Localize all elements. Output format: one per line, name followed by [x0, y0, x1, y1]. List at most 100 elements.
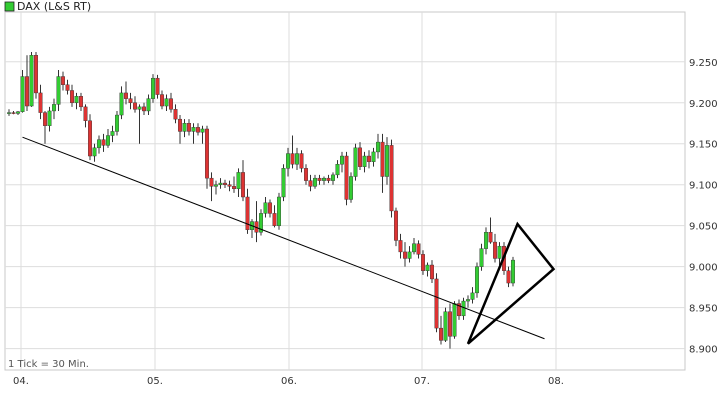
- candle-body: [290, 153, 295, 165]
- candle-body: [231, 186, 236, 190]
- candle: [38, 84, 43, 120]
- candle-body: [475, 266, 480, 294]
- candle-body: [281, 168, 286, 198]
- candle-body: [344, 155, 349, 200]
- candle-body: [394, 210, 399, 241]
- candle-body: [268, 202, 273, 214]
- candle: [443, 307, 448, 343]
- y-tick-label: 9.150: [689, 140, 718, 151]
- y-tick-label: 8.900: [689, 345, 718, 356]
- candle: [439, 315, 444, 345]
- candle-body: [123, 92, 128, 99]
- legend-label: DAX (L&S RT): [17, 0, 91, 13]
- candle: [16, 110, 21, 116]
- candle: [52, 98, 57, 120]
- candle-body: [227, 184, 232, 187]
- candle: [186, 119, 191, 136]
- candle-body: [466, 299, 471, 302]
- candle: [317, 174, 322, 185]
- candle: [29, 51, 34, 107]
- candle: [222, 179, 227, 188]
- candle: [101, 133, 106, 152]
- candle-body: [146, 98, 151, 112]
- candle-body: [443, 311, 448, 341]
- candle: [304, 164, 309, 185]
- candle: [434, 273, 439, 333]
- candle-body: [218, 182, 223, 185]
- candle-body: [506, 270, 511, 284]
- candle: [218, 178, 223, 189]
- candle: [389, 139, 394, 218]
- x-tick-label: 05.: [147, 376, 163, 387]
- candle-body: [497, 245, 502, 259]
- candle-body: [119, 92, 124, 116]
- candle: [340, 151, 345, 173]
- candle-body: [34, 55, 39, 94]
- candle: [430, 260, 435, 284]
- candle-body: [299, 153, 304, 169]
- x-tick-label: 06.: [281, 376, 297, 387]
- y-tick-label: 9.050: [689, 222, 718, 233]
- candle-body: [61, 76, 66, 85]
- candle-body: [326, 177, 331, 181]
- candle: [240, 160, 245, 202]
- candle: [119, 86, 124, 120]
- candle-body: [155, 77, 160, 95]
- candle: [236, 168, 241, 197]
- candle-body: [38, 92, 43, 113]
- legend: DAX (L&S RT): [4, 0, 91, 13]
- candle-body: [92, 147, 97, 157]
- candle: [159, 90, 164, 110]
- candle-body: [114, 114, 119, 132]
- candle: [245, 188, 250, 234]
- candle: [110, 125, 115, 143]
- candle: [105, 128, 110, 148]
- candle: [511, 256, 516, 287]
- candle-body: [362, 155, 367, 167]
- candle: [277, 192, 282, 230]
- candle: [114, 110, 119, 136]
- candle-body: [277, 196, 282, 226]
- candle: [322, 176, 327, 185]
- candle-body: [182, 123, 187, 132]
- candle: [367, 150, 372, 169]
- candle-body: [20, 76, 25, 112]
- candle-body: [470, 292, 475, 300]
- candle: [213, 180, 218, 195]
- candle: [272, 205, 277, 228]
- candle: [65, 79, 70, 95]
- candle: [407, 246, 412, 263]
- candle-body: [110, 131, 115, 136]
- candle: [200, 125, 205, 144]
- candle: [92, 143, 97, 162]
- candle: [331, 172, 336, 185]
- candle: [123, 81, 128, 105]
- candle-body: [349, 176, 354, 200]
- candle-body: [335, 164, 340, 176]
- candle-body: [493, 241, 498, 259]
- candle: [335, 160, 340, 179]
- candle-body: [263, 202, 268, 214]
- y-tick-label: 9.100: [689, 181, 718, 192]
- candle-body: [101, 139, 106, 146]
- candle-body: [168, 98, 173, 110]
- candle-body: [74, 95, 79, 103]
- candle-body: [272, 213, 277, 226]
- candle: [137, 104, 142, 144]
- candle-body: [56, 76, 61, 105]
- candle-body: [16, 111, 21, 114]
- candle: [69, 84, 74, 107]
- y-tick-label: 9.200: [689, 99, 718, 110]
- candle: [385, 137, 390, 185]
- candle-body: [213, 184, 218, 187]
- candle-body: [313, 177, 318, 187]
- candle: [155, 74, 160, 99]
- candle: [479, 243, 484, 271]
- candle-body: [403, 251, 408, 259]
- candle: [416, 240, 421, 259]
- candle-body: [380, 141, 385, 177]
- candle: [349, 172, 354, 203]
- candle-body: [511, 259, 516, 284]
